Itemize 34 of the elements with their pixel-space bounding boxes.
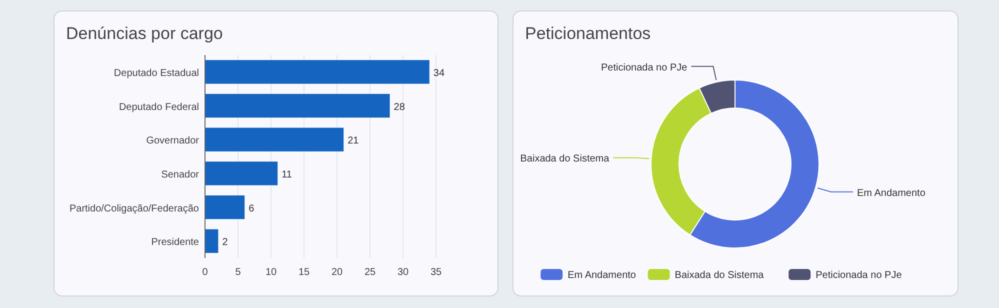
bar: [205, 162, 278, 186]
bar: [205, 229, 218, 253]
chart-title: Peticionamentos: [525, 24, 651, 43]
data-label: 6: [248, 203, 255, 214]
y-tick-label: Governador: [146, 136, 200, 147]
x-tick-label: 0: [202, 267, 208, 278]
y-tick-label: Partido/Coligação/Federação: [69, 203, 200, 214]
slice-label: Baixada do Sistema: [520, 154, 610, 165]
x-tick-label: 10: [265, 267, 277, 278]
y-tick-label: Deputado Estadual: [114, 68, 199, 79]
x-tick-label: 30: [397, 267, 409, 278]
legend-label: Baixada do Sistema: [674, 270, 764, 281]
legend-label: Em Andamento: [568, 270, 636, 281]
bar: [205, 128, 344, 152]
data-label: 28: [394, 102, 406, 113]
bar: [205, 195, 245, 220]
x-tick-label: 5: [235, 267, 242, 278]
slice-label: Peticionada no PJe: [601, 62, 688, 74]
data-label: 34: [433, 68, 445, 79]
y-tick-label: Presidente: [151, 237, 200, 248]
x-tick-label: 25: [364, 267, 376, 278]
x-tick-label: 35: [430, 267, 442, 278]
y-tick-label: Deputado Federal: [118, 102, 199, 113]
data-label: 11: [282, 169, 292, 180]
bar: [205, 60, 430, 84]
data-label: 2: [222, 237, 228, 248]
x-tick-label: 15: [298, 267, 310, 278]
chart-title: Denúncias por cargo: [66, 24, 223, 43]
legend-label: Peticionada no PJe: [816, 270, 902, 281]
data-label: 21: [348, 136, 360, 147]
bar: [205, 94, 390, 118]
x-tick-label: 20: [331, 267, 343, 278]
y-tick-label: Senador: [161, 169, 200, 180]
slice-label: Em Andamento: [857, 188, 926, 199]
